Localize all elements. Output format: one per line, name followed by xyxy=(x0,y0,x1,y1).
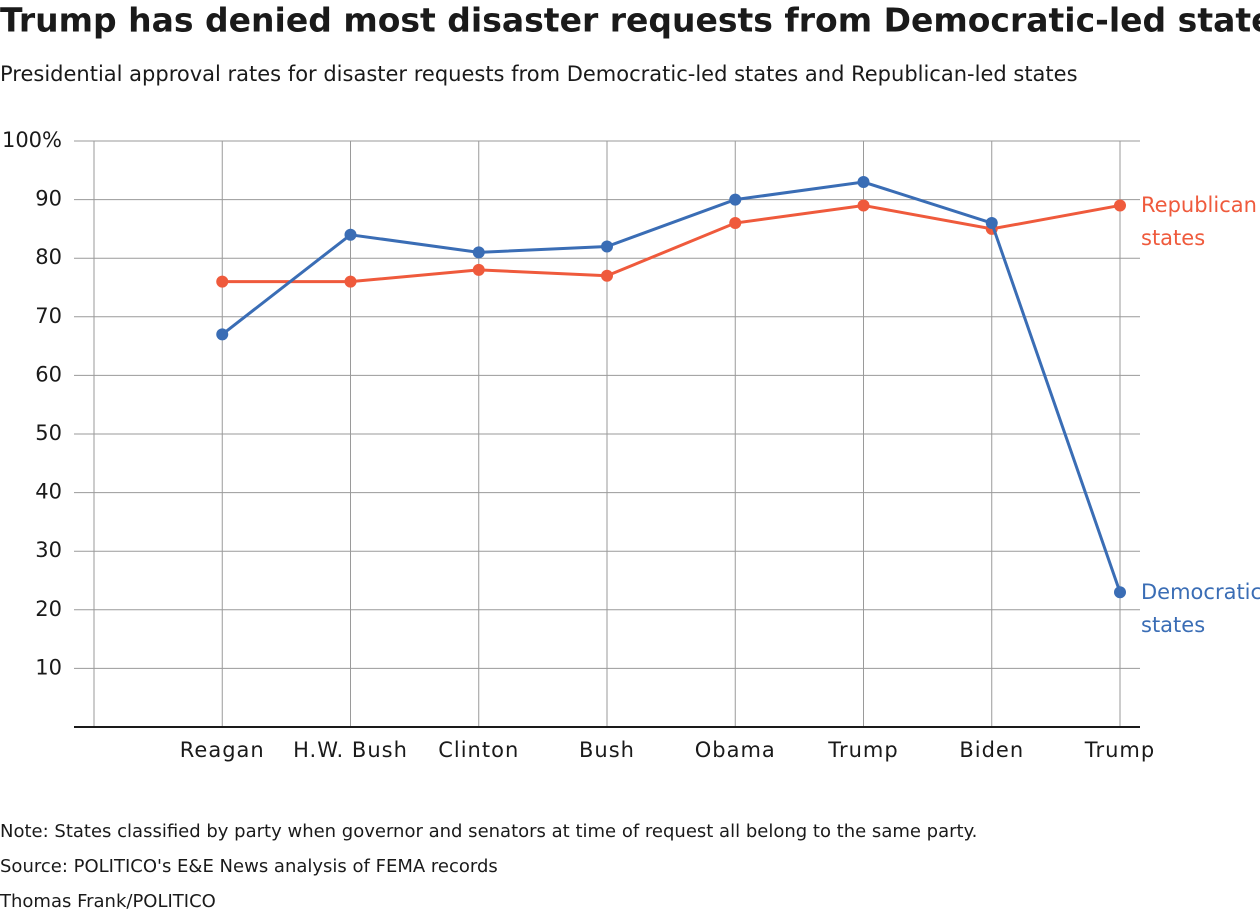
y-tick-label: 30 xyxy=(35,538,62,562)
y-tick-label: 80 xyxy=(35,245,62,269)
data-point xyxy=(216,328,229,341)
source: Source: POLITICO's E&E News analysis of … xyxy=(0,856,498,877)
data-point xyxy=(344,228,357,241)
y-tick-label: 20 xyxy=(35,597,62,621)
y-tick-label: 60 xyxy=(35,362,62,386)
series-line xyxy=(221,180,1122,593)
x-tick-label: Obama xyxy=(695,738,776,762)
x-tick-label: Bush xyxy=(579,738,635,762)
x-tick-label: Biden xyxy=(959,738,1024,762)
y-tick-label: 50 xyxy=(35,421,62,445)
data-point xyxy=(857,199,870,212)
data-point xyxy=(1114,586,1126,599)
data-point xyxy=(985,217,998,230)
x-tick-label: Trump xyxy=(1084,738,1155,762)
y-tick-label: 10 xyxy=(35,655,62,679)
chart-title: Trump has denied most disaster requests … xyxy=(0,1,1260,40)
data-point xyxy=(729,193,742,206)
x-tick-label: Clinton xyxy=(438,738,519,762)
y-tick-label: 100% xyxy=(2,128,62,152)
chart-subtitle: Presidential approval rates for disaster… xyxy=(0,62,1078,86)
data-point xyxy=(1114,199,1126,212)
data-point xyxy=(216,275,229,288)
series-label: Democratic states xyxy=(1141,580,1260,638)
x-tick-label: H.W. Bush xyxy=(293,738,408,762)
data-point xyxy=(729,217,742,230)
data-point xyxy=(472,246,485,259)
credit: Thomas Frank/POLITICO xyxy=(0,891,216,912)
y-tick-label: 40 xyxy=(35,480,62,504)
x-tick-label: Trump xyxy=(827,738,898,762)
data-point xyxy=(601,240,613,253)
x-tick-label: Reagan xyxy=(180,738,265,762)
y-tick-label: 70 xyxy=(35,304,62,328)
data-point xyxy=(601,269,613,282)
series-label: Republican states xyxy=(1141,193,1257,251)
series-line xyxy=(222,203,1121,284)
note: Note: States classified by party when go… xyxy=(0,821,977,842)
data-point xyxy=(857,176,870,189)
y-tick-label: 90 xyxy=(35,187,62,211)
data-point xyxy=(472,263,485,276)
data-point xyxy=(344,275,357,288)
